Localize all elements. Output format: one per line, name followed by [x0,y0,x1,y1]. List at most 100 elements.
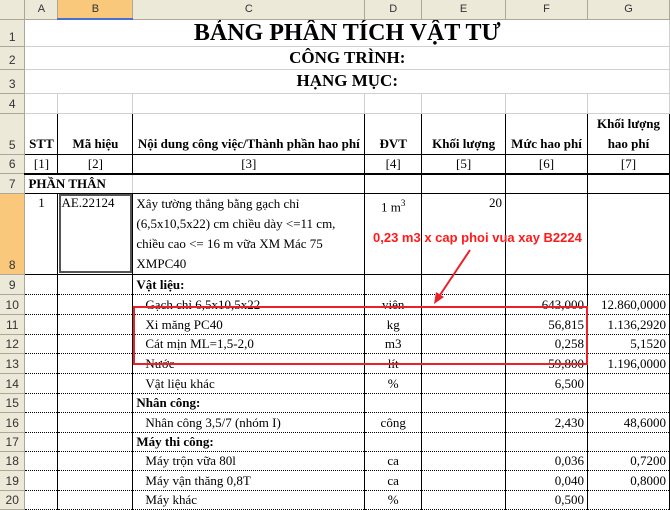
cell[interactable] [132,173,366,194]
item-rate[interactable]: 2,430 [505,412,588,433]
column-heading[interactable]: STT [24,112,59,155]
cell[interactable] [24,451,59,471]
item-unit[interactable]: ca [364,470,423,491]
item-rate[interactable]: 0,258 [505,334,588,354]
item-total[interactable]: 0,7200 [586,451,670,471]
column-heading[interactable]: Khối lượng hao phí [586,112,670,155]
column-header-D[interactable]: D [364,0,423,20]
cell[interactable] [24,353,59,374]
column-index[interactable]: [4] [364,153,423,175]
task-unit[interactable]: 1 m3 [364,193,423,275]
cell[interactable] [364,173,423,194]
task-stt[interactable]: 1 [24,193,59,275]
cell[interactable] [24,294,59,315]
task-code[interactable]: AE.22124 [57,193,134,275]
item-rate[interactable]: 6,500 [505,373,588,394]
sheet-title[interactable]: BẢNG PHÂN TÍCH VẬT TƯ [24,19,670,47]
item-unit[interactable] [364,274,423,295]
item-description[interactable]: Vật liệu: [132,274,366,295]
task-description[interactable]: Xây tường thẳng bằng gạch chỉ (6,5x10,5x… [132,193,366,275]
cell[interactable] [586,193,670,275]
cell[interactable] [24,373,59,394]
row-header-12[interactable]: 12 [0,334,26,354]
column-heading[interactable]: ĐVT [364,112,423,155]
cell[interactable] [57,373,134,394]
row-header-16[interactable]: 16 [0,412,26,433]
item-unit[interactable]: kg [364,314,423,335]
cell[interactable] [24,334,59,354]
cell[interactable] [57,334,134,354]
item-total[interactable] [586,373,670,394]
item-description[interactable]: Máy trộn vữa 80l [132,451,366,471]
item-unit[interactable]: % [364,373,423,394]
column-header-G[interactable]: G [587,0,670,20]
cell[interactable] [57,294,134,315]
item-unit[interactable]: ca [364,451,423,471]
project-label[interactable]: CÔNG TRÌNH: [24,46,670,70]
item-total[interactable] [586,274,670,295]
cell[interactable] [57,470,134,491]
row-header-8[interactable]: 8 [0,193,26,275]
item-description[interactable]: Máy vận thăng 0,8T [132,470,366,491]
column-header-E[interactable]: E [421,0,507,20]
item-rate[interactable]: 0,040 [505,470,588,491]
item-label[interactable]: HẠNG MỤC: [24,69,670,94]
item-total[interactable]: 5,1520 [586,334,670,354]
item-unit[interactable] [364,393,423,413]
cell[interactable] [24,393,59,413]
row-header-6[interactable]: 6 [0,154,26,174]
cell[interactable] [57,314,134,335]
item-description[interactable]: Nhân công 3,5/7 (nhóm I) [132,412,366,433]
column-heading[interactable]: Mã hiệu [57,112,134,155]
item-rate[interactable]: 56,815 [505,314,588,335]
column-index[interactable]: [2] [57,153,134,175]
cell[interactable] [57,451,134,471]
item-total[interactable]: 48,6000 [586,412,670,433]
column-header-C[interactable]: C [132,0,366,20]
row-header-1[interactable]: 1 [0,19,26,47]
column-heading[interactable]: Nội dung công việc/Thành phần hao phí [132,112,366,155]
item-total[interactable] [586,432,670,452]
item-total[interactable]: 1.136,2920 [586,314,670,335]
cell[interactable] [57,412,134,433]
item-description[interactable]: Xi măng PC40 [132,314,366,335]
item-description[interactable]: Nhân công: [132,393,366,413]
item-description[interactable]: Vật liệu khác [132,373,366,394]
row-header-2[interactable]: 2 [0,46,26,70]
cell[interactable] [24,412,59,433]
select-all-corner[interactable] [0,0,26,20]
item-total[interactable]: 0,8000 [586,470,670,491]
cell[interactable] [24,314,59,335]
column-index[interactable]: [1] [24,153,59,175]
column-header-A[interactable]: A [24,0,59,20]
row-header-19[interactable]: 19 [0,470,26,491]
item-description[interactable]: Cát mịn ML=1,5-2,0 [132,334,366,354]
item-total[interactable]: 1.196,0000 [586,353,670,374]
column-index[interactable]: [5] [421,153,507,175]
row-header-11[interactable]: 11 [0,314,26,335]
column-header-B[interactable]: B [57,0,134,20]
item-description[interactable]: Máy thi công: [132,432,366,452]
column-index[interactable]: [7] [586,153,670,175]
row-header-4[interactable]: 4 [0,93,26,114]
section-label[interactable]: PHẦN THÂN [24,173,134,194]
column-header-F[interactable]: F [505,0,588,20]
row-header-7[interactable]: 7 [0,173,26,194]
item-total[interactable]: 12.860,0000 [586,294,670,315]
column-index[interactable]: [3] [132,153,366,175]
cell[interactable] [24,432,59,452]
cell[interactable] [57,393,134,413]
cell[interactable] [24,470,59,491]
row-header-5[interactable]: 5 [0,113,26,155]
cell[interactable] [505,193,588,275]
cell[interactable] [57,353,134,374]
row-header-17[interactable]: 17 [0,432,26,452]
cell[interactable] [57,432,134,452]
cell[interactable] [586,173,670,194]
column-heading[interactable]: Khối lượng [421,112,507,155]
row-header-10[interactable]: 10 [0,294,26,315]
item-unit[interactable]: công [364,412,423,433]
item-unit[interactable]: m3 [364,334,423,354]
row-header-3[interactable]: 3 [0,69,26,94]
item-unit[interactable] [364,432,423,452]
